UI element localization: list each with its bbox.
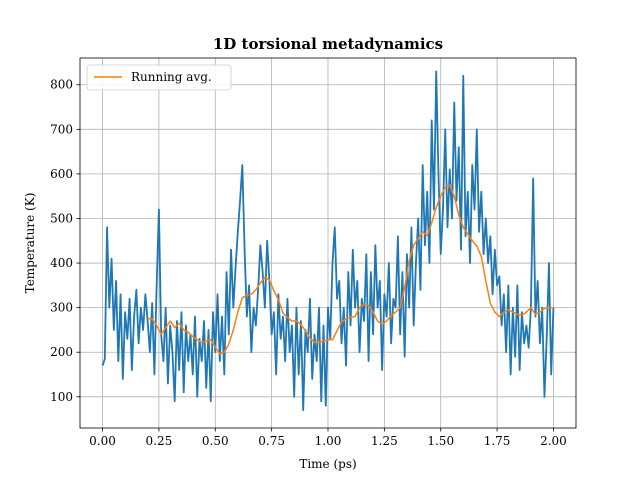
series-line-running-average <box>147 184 554 355</box>
y-tick-label: 500 <box>50 211 73 225</box>
x-tick-label: 1.00 <box>315 434 342 448</box>
legend-box <box>86 64 232 91</box>
x-tick-label: 1.75 <box>484 434 511 448</box>
x-tick-label: 0.50 <box>202 434 229 448</box>
series-line-temperature <box>101 70 555 412</box>
series-layer <box>101 70 555 412</box>
x-tick-label: 0.75 <box>258 434 285 448</box>
y-axis-label: Temperature (K) <box>23 193 37 294</box>
ticks: 0.00 0.25 0.50 0.75 1.00 1.25 1.50 1.75 2.00 100 2… <box>50 78 567 448</box>
chart-title: 1D torsional metadynamics <box>213 35 443 53</box>
legend: Running avg. <box>86 64 232 91</box>
x-tick-label: 0.00 <box>89 434 116 448</box>
y-tick-label: 100 <box>50 390 73 404</box>
x-axis-label: Time (ps) <box>299 457 356 471</box>
y-tick-label: 400 <box>50 256 73 270</box>
x-tick-label: 1.50 <box>427 434 454 448</box>
y-tick-label: 700 <box>50 122 73 136</box>
x-tick-label: 0.25 <box>146 434 173 448</box>
x-tick-label: 1.25 <box>371 434 398 448</box>
y-tick-label: 200 <box>50 345 73 359</box>
y-tick-label: 300 <box>50 301 73 315</box>
y-tick-label: 600 <box>50 167 73 181</box>
y-tick-label: 800 <box>50 78 73 92</box>
x-tick-label: 2.00 <box>540 434 567 448</box>
legend-label-running-average: Running avg. <box>131 70 212 84</box>
